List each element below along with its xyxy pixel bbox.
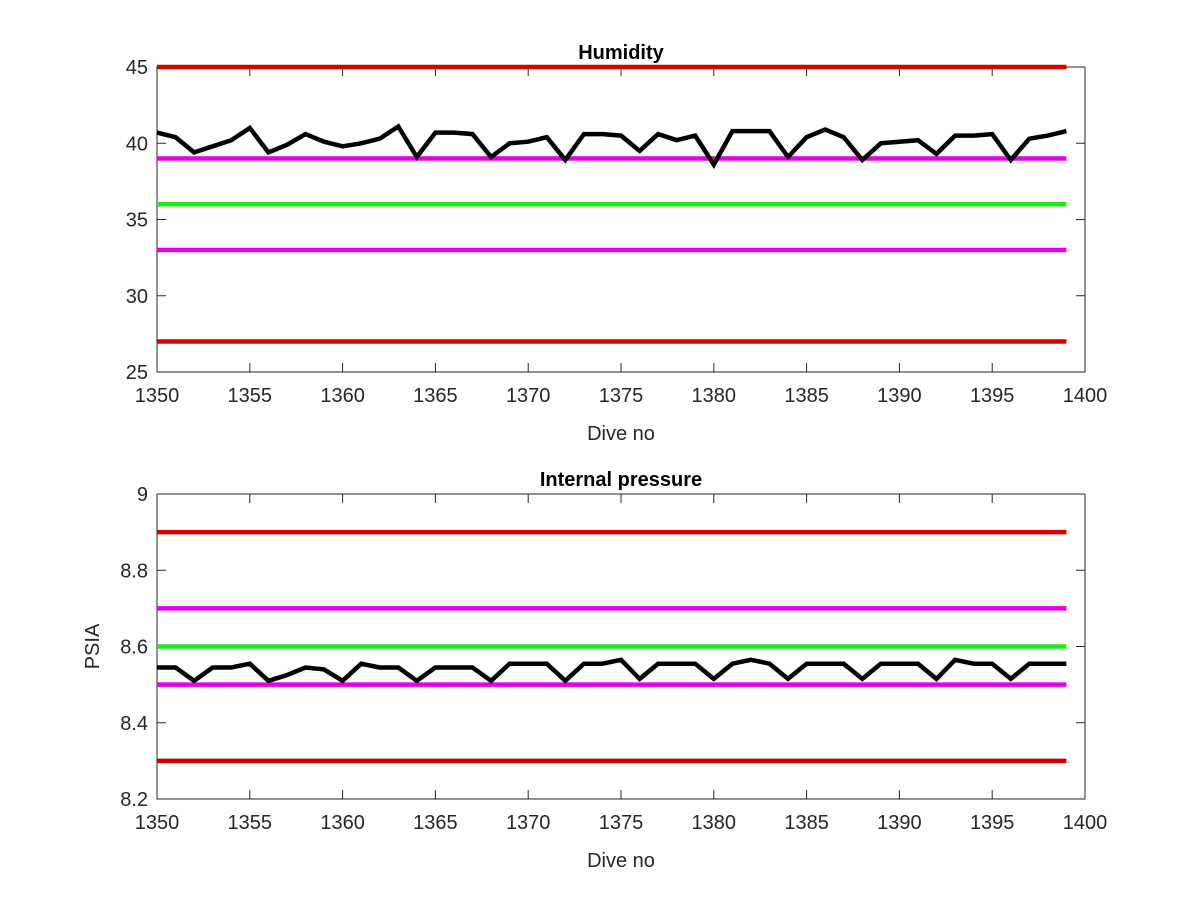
pressure-y-tick-label: 9 (137, 484, 148, 506)
humidity-x-axis-label: Dive no (587, 423, 655, 445)
pressure-x-tick-label: 1400 (1063, 812, 1108, 834)
pressure-x-tick-label: 1350 (135, 812, 180, 834)
pressure-x-tick-label: 1385 (784, 812, 829, 834)
humidity-y-tick-label: 35 (126, 210, 148, 232)
pressure-y-tick-label: 8.6 (120, 637, 148, 659)
humidity-axes: 1350 1355 1360 1365 1370 1375 1380 1385 1390 1395… (126, 42, 1108, 445)
internal-pressure-axes: 1350 1355 1360 1365 1370 1375 1380 1385 1390 1395… (82, 469, 1107, 872)
pressure-x-axis-label: Dive no (587, 850, 655, 872)
humidity-x-tick-label: 1375 (599, 385, 644, 407)
pressure-x-tick-label: 1365 (413, 812, 458, 834)
humidity-x-tick-label: 1395 (970, 385, 1015, 407)
humidity-y-tick-label: 40 (126, 133, 148, 155)
pressure-y-tick-label: 8.8 (120, 560, 148, 582)
humidity-y-tick-label: 30 (126, 286, 148, 308)
humidity-x-tick-label: 1390 (877, 385, 922, 407)
humidity-y-tick-label: 25 (126, 362, 148, 384)
pressure-x-tick-label: 1390 (877, 812, 922, 834)
pressure-y-tick-label: 8.4 (120, 713, 148, 735)
pressure-x-tick-label: 1355 (228, 812, 273, 834)
humidity-x-tick-label: 1350 (135, 385, 180, 407)
humidity-x-tick-label: 1360 (320, 385, 365, 407)
pressure-y-tick-label: 8.2 (120, 789, 148, 811)
humidity-x-tick-label: 1370 (506, 385, 551, 407)
pressure-chart-title: Internal pressure (540, 469, 702, 491)
humidity-x-tick-label: 1380 (692, 385, 737, 407)
humidity-series-line (156, 123, 1067, 169)
pressure-y-axis-label: PSIA (82, 623, 104, 669)
pressure-x-tick-label: 1370 (506, 812, 551, 834)
humidity-x-tick-label: 1385 (784, 385, 829, 407)
humidity-chart-title: Humidity (578, 42, 664, 64)
pressure-series-line (157, 657, 1067, 684)
pressure-x-tick-label: 1375 (599, 812, 644, 834)
humidity-plot-area (156, 66, 1086, 373)
pressure-x-tick-label: 1380 (692, 812, 737, 834)
humidity-x-tick-label: 1400 (1063, 385, 1108, 407)
humidity-x-tick-label: 1365 (413, 385, 458, 407)
pressure-x-tick-label: 1395 (970, 812, 1015, 834)
pressure-x-tick-label: 1360 (320, 812, 365, 834)
humidity-x-tick-label: 1355 (228, 385, 273, 407)
humidity-y-tick-label: 45 (126, 57, 148, 79)
